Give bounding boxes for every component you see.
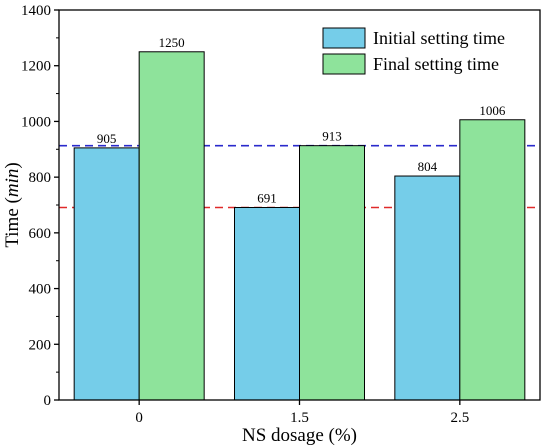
x-tick-label-0: 0: [135, 410, 143, 426]
x-tick-label-2: 2.5: [450, 410, 469, 426]
data-labels: 905 1250 691 913 804 1006: [97, 35, 506, 206]
bar-s0-c1: [234, 207, 300, 401]
y-tick-label-4: 800: [29, 170, 52, 186]
data-label-s0-c1: 691: [257, 191, 277, 206]
bars: [73, 51, 526, 401]
y-tick-label-0: 0: [44, 393, 52, 409]
data-label-s1-c0: 1250: [159, 35, 185, 50]
legend-label-0: Initial setting time: [373, 28, 505, 48]
bar-s1-c1: [299, 145, 365, 401]
data-label-s0-c0: 905: [97, 131, 117, 146]
bar-s1-c2: [459, 119, 526, 401]
y-axis-title-suffix: ): [2, 162, 23, 168]
y-tick-label-2: 400: [29, 282, 52, 298]
bar-s1-c0: [138, 51, 205, 401]
legend-swatch-1: [322, 53, 366, 75]
bar-s0-c2: [394, 175, 461, 401]
y-tick-label-1: 200: [29, 337, 52, 353]
y-axis: 0 200 400 600 800 1000 1200 1400: [21, 3, 59, 409]
x-axis: 0 1.5 2.5: [135, 400, 469, 426]
data-label-s1-c1: 913: [322, 129, 342, 144]
legend-label-1: Final setting time: [373, 54, 499, 74]
y-axis-title-prefix: Time (: [2, 197, 23, 248]
y-tick-label-7: 1400: [21, 3, 51, 19]
legend-swatch-0: [322, 27, 366, 49]
bar-s0-c0: [73, 147, 140, 401]
y-axis-title-unit: min: [2, 169, 23, 198]
x-axis-title: NS dosage (%): [242, 425, 357, 446]
data-label-s1-c2: 1006: [479, 103, 506, 118]
y-axis-title: Time (min): [2, 162, 23, 247]
data-label-s0-c2: 804: [418, 159, 438, 174]
y-tick-label-5: 1000: [21, 114, 51, 130]
y-tick-label-6: 1200: [21, 59, 51, 75]
x-tick-label-1: 1.5: [290, 410, 309, 426]
y-tick-label-3: 600: [29, 226, 52, 242]
legend: Initial setting time Final setting time: [322, 27, 505, 75]
